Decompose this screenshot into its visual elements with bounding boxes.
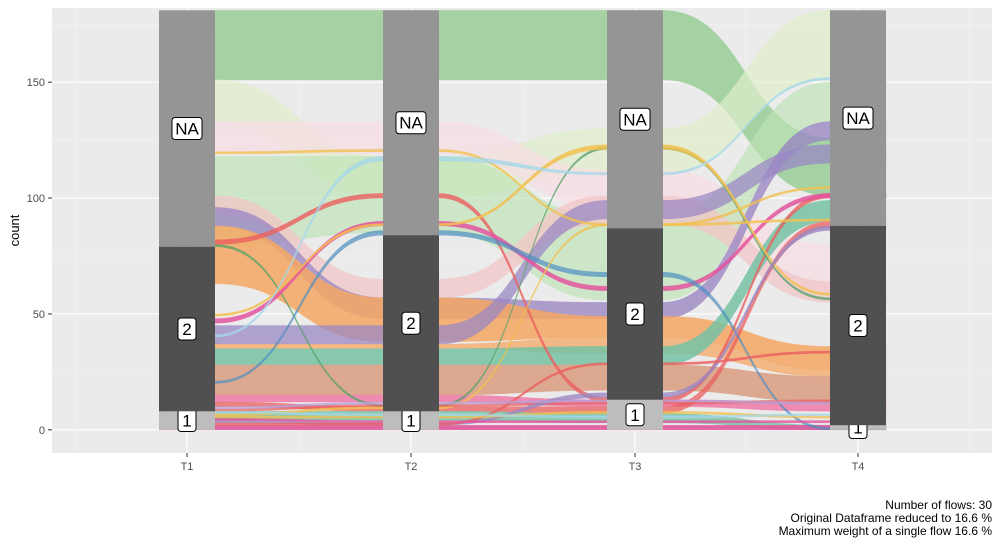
- stratum-label: 1: [630, 406, 639, 425]
- stratum-label-box: [848, 314, 868, 338]
- stratum-label: 1: [406, 412, 415, 431]
- stratum-label: NA: [175, 120, 199, 139]
- x-tick-label: T1: [181, 461, 194, 473]
- y-axis-title: count: [7, 214, 22, 246]
- stratum-label-box: [177, 317, 197, 341]
- y-tick-label: 100: [27, 193, 45, 205]
- stratum-label-box: [401, 311, 421, 335]
- stratum-label: 2: [406, 314, 415, 333]
- stratum-label: NA: [846, 109, 870, 128]
- x-tick-label: T4: [852, 461, 865, 473]
- stratum-label-box: [619, 107, 651, 131]
- caption-reduced: Original Dataframe reduced to 16.6 %: [790, 511, 992, 525]
- flows: [158, 10, 887, 431]
- stratum-label: 2: [182, 320, 191, 339]
- flow-15: [158, 424, 887, 431]
- stratum-label-box: [395, 111, 427, 135]
- stratum-label: 2: [853, 317, 862, 336]
- caption-flows: Number of flows: 30: [885, 498, 992, 512]
- stratum-label-box: [625, 302, 645, 326]
- x-tick-label: T3: [629, 461, 642, 473]
- stratum-label: 1: [853, 419, 862, 438]
- y-tick-label: 150: [27, 77, 45, 89]
- stratum-label: 1: [182, 412, 191, 431]
- y-tick-label: 0: [39, 425, 45, 437]
- stratum-label: NA: [623, 110, 647, 129]
- stratum-label: NA: [399, 114, 423, 133]
- stratum-label: 2: [630, 305, 639, 324]
- caption: Number of flows: 30 Original Dataframe r…: [779, 499, 992, 538]
- stratum-label-box: [842, 106, 874, 130]
- stratum-label-box: [171, 117, 203, 141]
- stratum-label-box: [625, 403, 645, 427]
- caption-max-weight: Maximum weight of a single flow 16.6 %: [778, 524, 992, 538]
- y-tick-label: 50: [33, 309, 45, 321]
- x-tick-label: T2: [405, 461, 418, 473]
